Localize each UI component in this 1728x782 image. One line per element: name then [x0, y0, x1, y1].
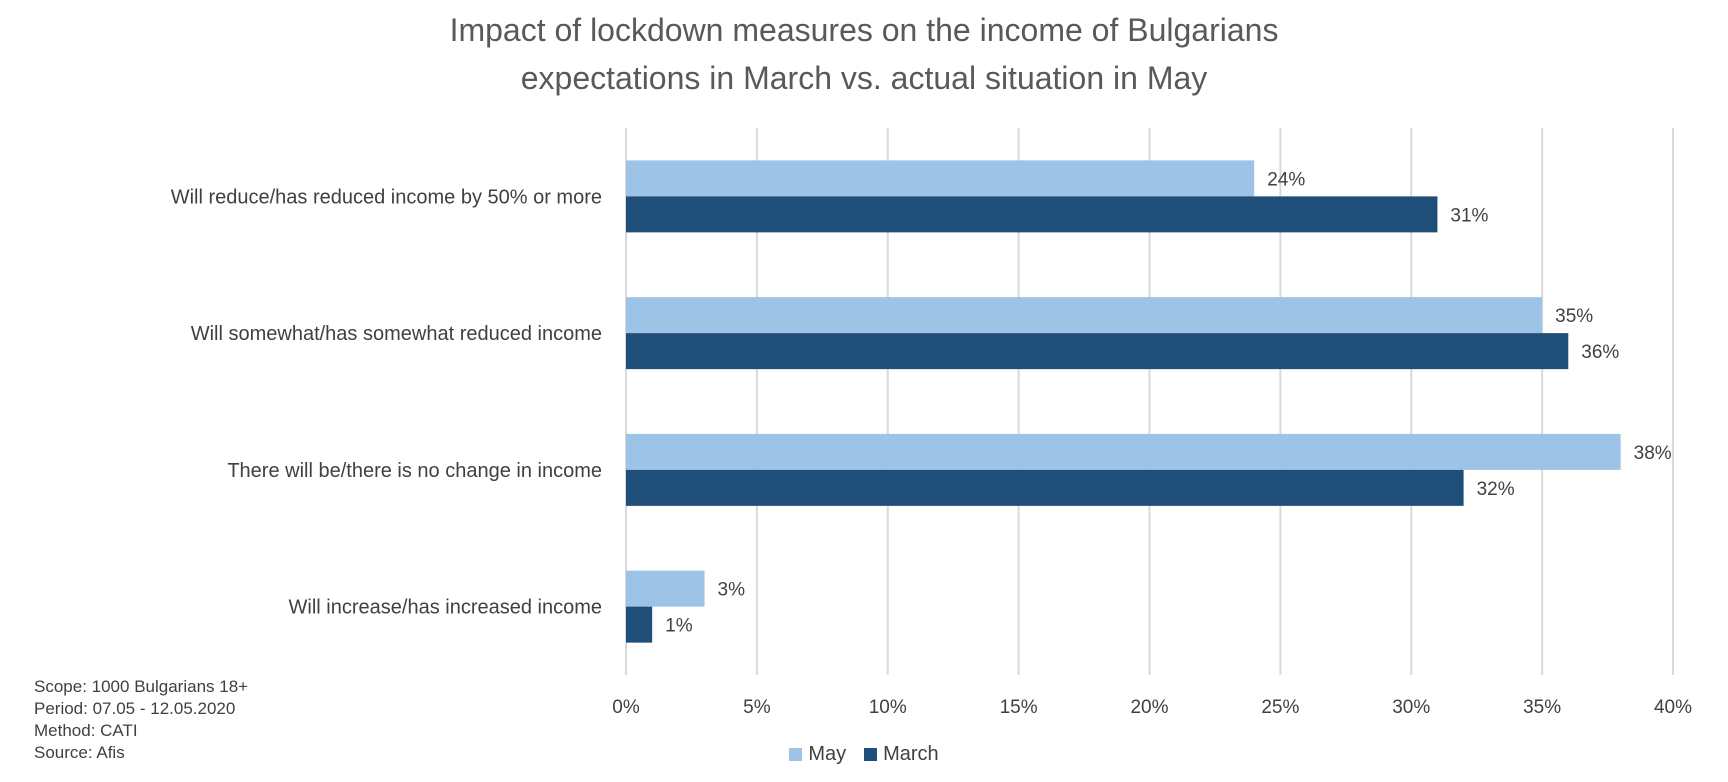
- data-label: 31%: [1450, 205, 1488, 226]
- legend-item-march: March: [864, 743, 939, 766]
- x-tick-label: 20%: [1130, 697, 1168, 718]
- x-tick-label: 35%: [1523, 697, 1561, 718]
- chart-subtitle: expectations in March vs. actual situati…: [520, 60, 1208, 96]
- category-label: Will somewhat/has somewhat reduced incom…: [191, 323, 602, 345]
- bar-march: [626, 469, 1464, 506]
- data-label: 1%: [665, 616, 693, 637]
- legend-swatch-march: [864, 748, 878, 761]
- bar-may: [626, 160, 1255, 197]
- chart-legend: May March: [0, 743, 1728, 766]
- x-tick-label: 5%: [743, 697, 771, 718]
- x-tick-label: 15%: [1000, 697, 1038, 718]
- data-label: 32%: [1477, 479, 1515, 500]
- x-tick-label: 40%: [1654, 697, 1692, 718]
- note-scope: Scope: 1000 Bulgarians 18+: [34, 677, 249, 696]
- bar-may: [626, 433, 1621, 470]
- x-tick-label: 10%: [869, 697, 907, 718]
- legend-label-may: May: [808, 743, 847, 765]
- x-tick-label: 0%: [612, 697, 640, 718]
- bar-march: [626, 333, 1569, 370]
- data-label: 35%: [1555, 306, 1593, 327]
- legend-item-may: May: [789, 743, 846, 766]
- category-label: There will be/there is no change in inco…: [227, 460, 602, 482]
- bar-march: [626, 196, 1438, 233]
- survey-notes: Scope: 1000 Bulgarians 18+ Period: 07.05…: [34, 676, 248, 764]
- bar-may: [626, 297, 1543, 334]
- x-tick-label: 25%: [1261, 697, 1299, 718]
- category-label: Will reduce/has reduced income by 50% or…: [171, 186, 602, 208]
- x-tick-label: 30%: [1392, 697, 1430, 718]
- bar-march: [626, 606, 653, 643]
- note-period: Period: 07.05 - 12.05.2020: [34, 699, 236, 718]
- chart-title: Impact of lockdown measures on the incom…: [449, 12, 1279, 48]
- bar-may: [626, 570, 705, 607]
- legend-swatch-may: [789, 748, 803, 761]
- data-label: 36%: [1581, 342, 1619, 363]
- data-label: 38%: [1634, 443, 1672, 464]
- note-source: Source: Afis: [34, 743, 125, 762]
- note-method: Method: CATI: [34, 721, 138, 740]
- category-label: Will increase/has increased income: [289, 597, 602, 619]
- data-label: 24%: [1267, 169, 1305, 190]
- data-label: 3%: [718, 580, 746, 601]
- legend-label-march: March: [883, 743, 939, 765]
